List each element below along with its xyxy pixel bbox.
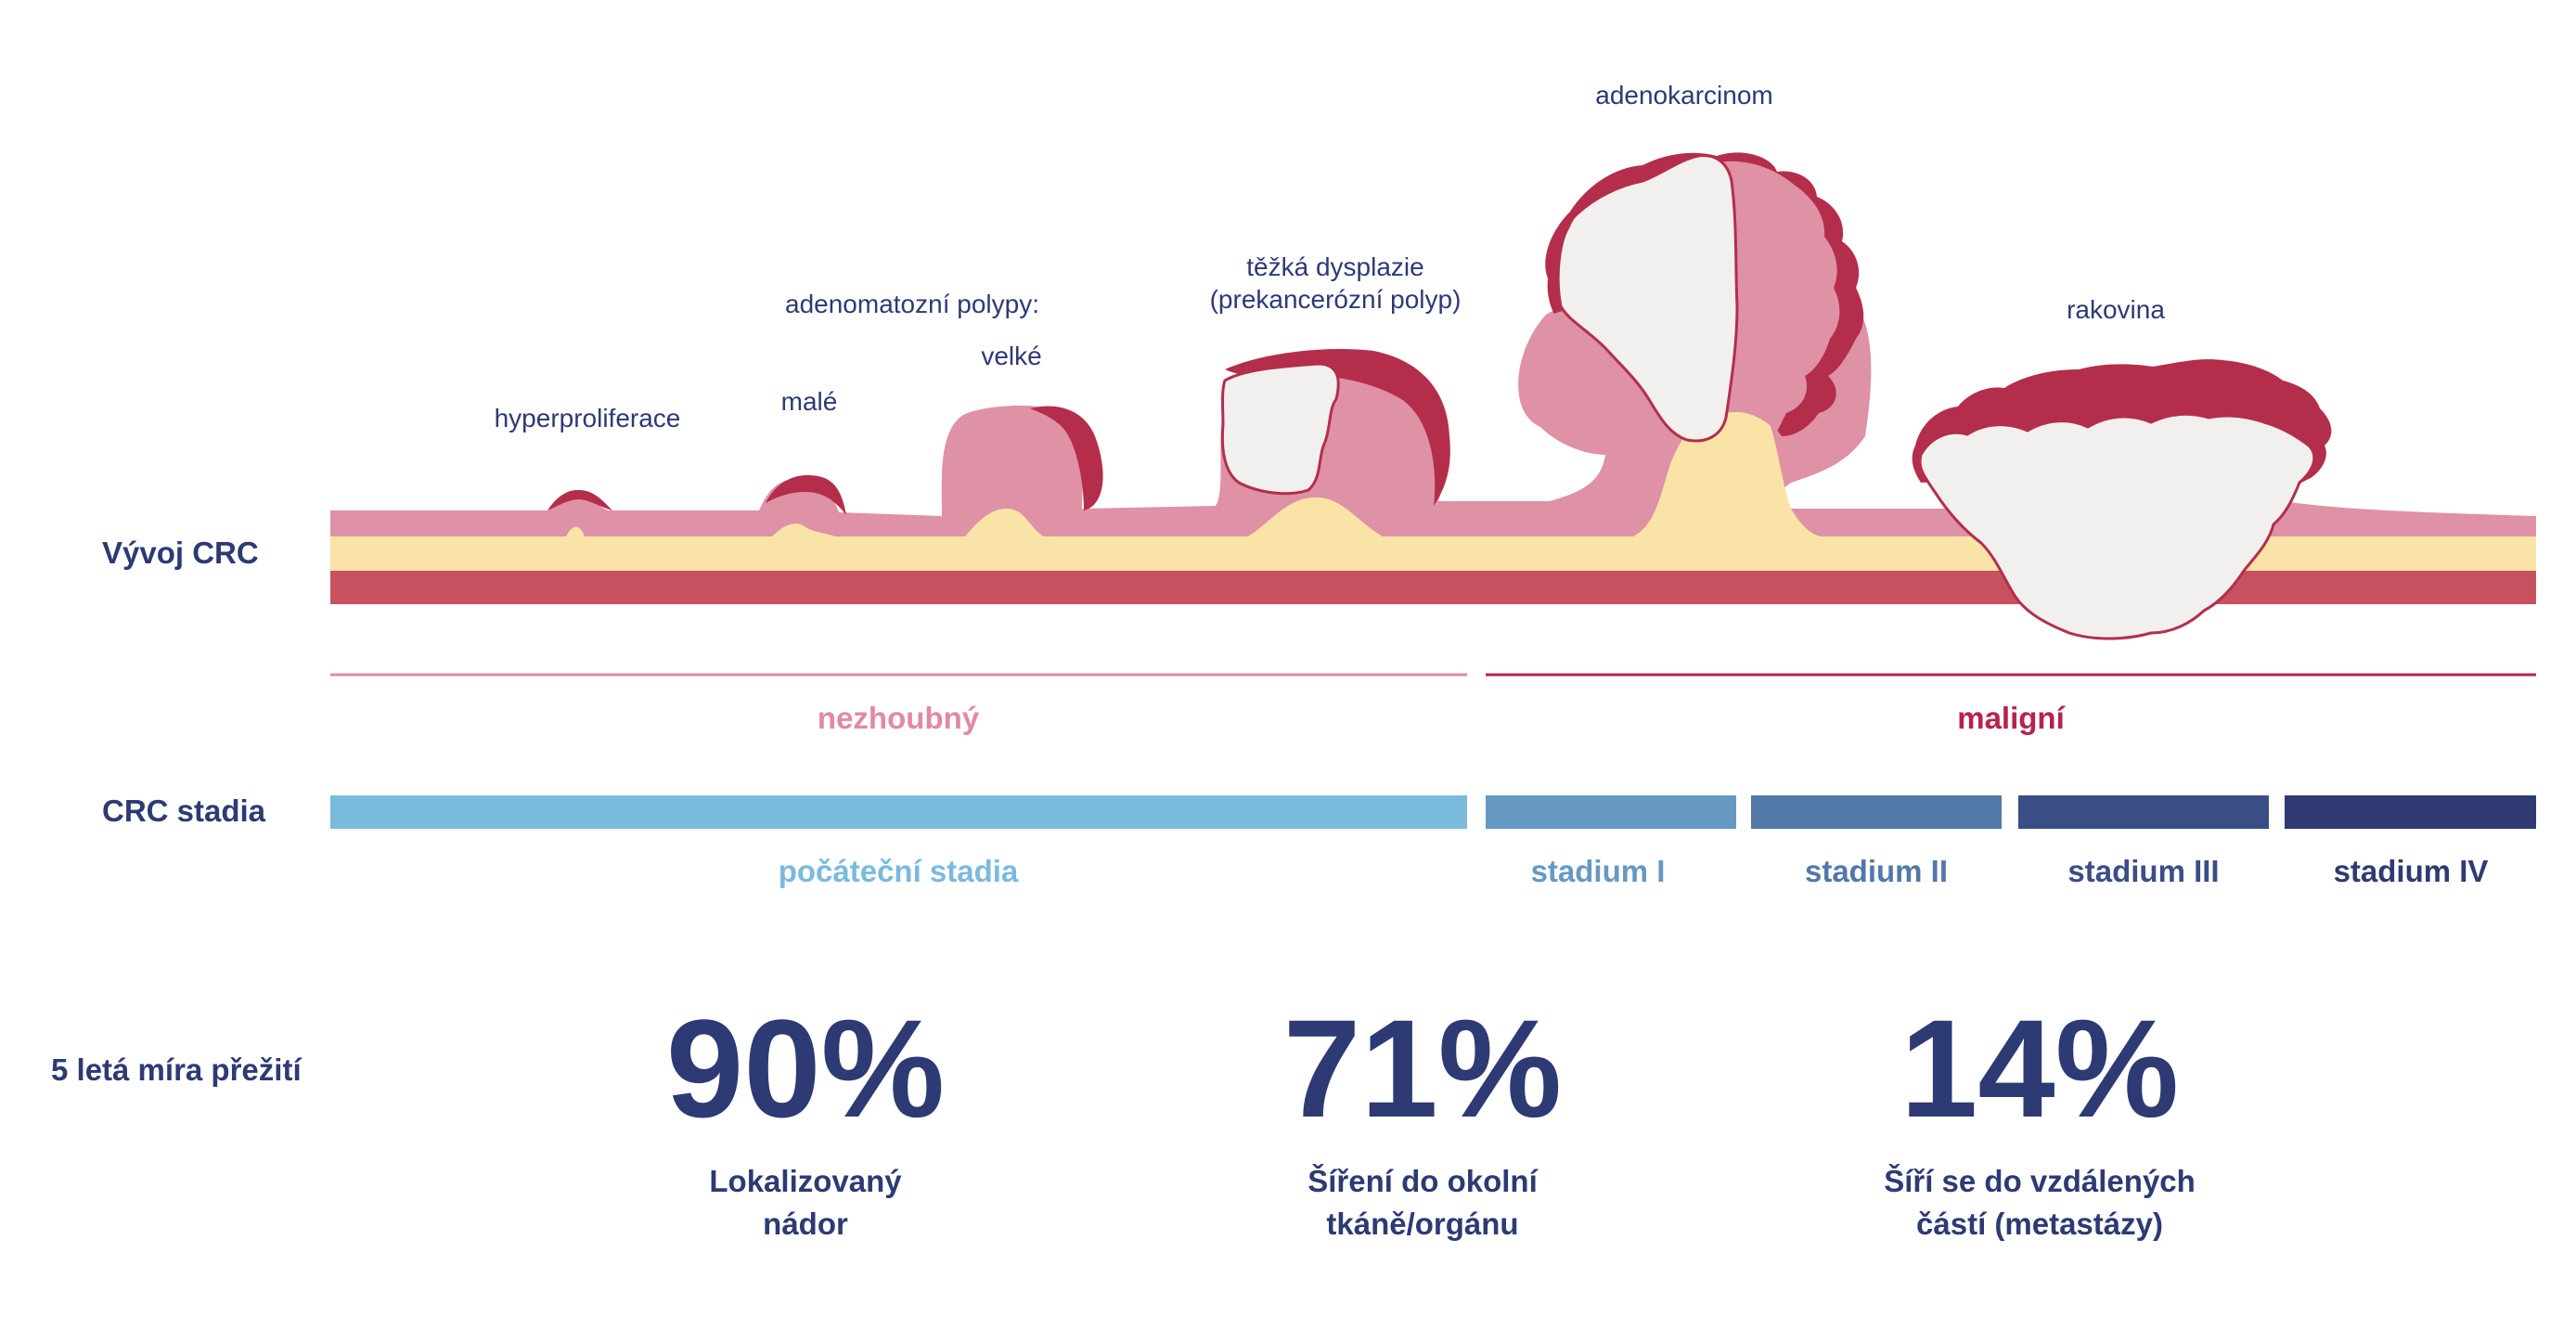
survival-value: 14% [1900, 990, 2179, 1146]
category-benign: nezhoubný [818, 701, 980, 735]
adenocarcinoma-pink-body [1707, 161, 1840, 432]
hyperproliferation-lesion [547, 490, 612, 510]
tissue-illustration [330, 152, 2536, 640]
submucosa-bulge-dysplasia [1248, 497, 1383, 536]
submucosa-bulge-small-polyp [772, 523, 835, 536]
label-large-polyp: velké [981, 342, 1041, 370]
label-dysplasia-line2: (prekancerózní polyp) [1210, 285, 1462, 314]
survival-item-localized: 90% Lokalizovaný nádor [666, 990, 945, 1241]
submucosa-bulge-adenocarcinoma [1633, 410, 1821, 536]
survival-desc-line1: Šíření do okolní [1307, 1163, 1539, 1198]
label-adenomatous-polyps: adenomatozní polypy: [785, 290, 1039, 318]
stage-bar-3 [2018, 795, 2269, 829]
survival-desc-line2: částí (metastázy) [1916, 1207, 2163, 1241]
stage-label-2: stadium II [1805, 854, 1948, 888]
row-label-survival: 5 letá míra přežití [51, 1052, 303, 1087]
stage-label-1: stadium I [1531, 854, 1666, 888]
stage-label-early: počáteční stadia [779, 854, 1019, 888]
survival-item-distant: 14% Šíří se do vzdálených částí (metastá… [1884, 990, 2196, 1241]
stage-bar-2 [1751, 795, 2002, 829]
label-cancer: rakovina [2067, 295, 2165, 324]
row-label-development: Vývoj CRC [102, 536, 259, 570]
label-hyperproliferation: hyperproliferace [495, 404, 681, 433]
large-polyp [1030, 406, 1103, 510]
lesion-labels: hyperproliferace adenomatozní polypy: ma… [495, 81, 2166, 433]
stage-bar-4 [2285, 795, 2536, 829]
category-malignant: maligní [1957, 701, 2066, 735]
label-small-polyp: malé [781, 387, 838, 416]
survival-desc-line1: Šíří se do vzdálených [1884, 1163, 2196, 1198]
survival-item-regional: 71% Šíření do okolní tkáně/orgánu [1283, 990, 1562, 1241]
row-label-stages: CRC stadia [102, 794, 266, 828]
survival-value: 71% [1283, 990, 1562, 1146]
survival-desc-line2: tkáně/orgánu [1326, 1207, 1518, 1241]
label-adenocarcinoma: adenokarcinom [1595, 81, 1772, 110]
survival-desc-line1: Lokalizovaný [709, 1164, 902, 1198]
adenocarcinoma-core [1556, 153, 1739, 443]
cancer-core [1918, 412, 2316, 640]
submucosa-bulge-large-polyp [965, 509, 1044, 536]
survival-value: 90% [666, 990, 945, 1146]
stage-label-4: stadium IV [2334, 854, 2489, 888]
stage-label-3: stadium III [2067, 854, 2219, 888]
submucosa-bulge-small [566, 526, 585, 536]
label-dysplasia-line1: těžká dysplazie [1246, 252, 1423, 281]
survival-desc-line2: nádor [763, 1207, 848, 1241]
stage-bar-1 [1486, 795, 1736, 829]
dysplasia-polyp-cap [1225, 349, 1450, 506]
stage-bar-early [330, 795, 1467, 829]
dysplasia-polyp-core [1220, 362, 1340, 496]
small-polyp [766, 475, 846, 515]
